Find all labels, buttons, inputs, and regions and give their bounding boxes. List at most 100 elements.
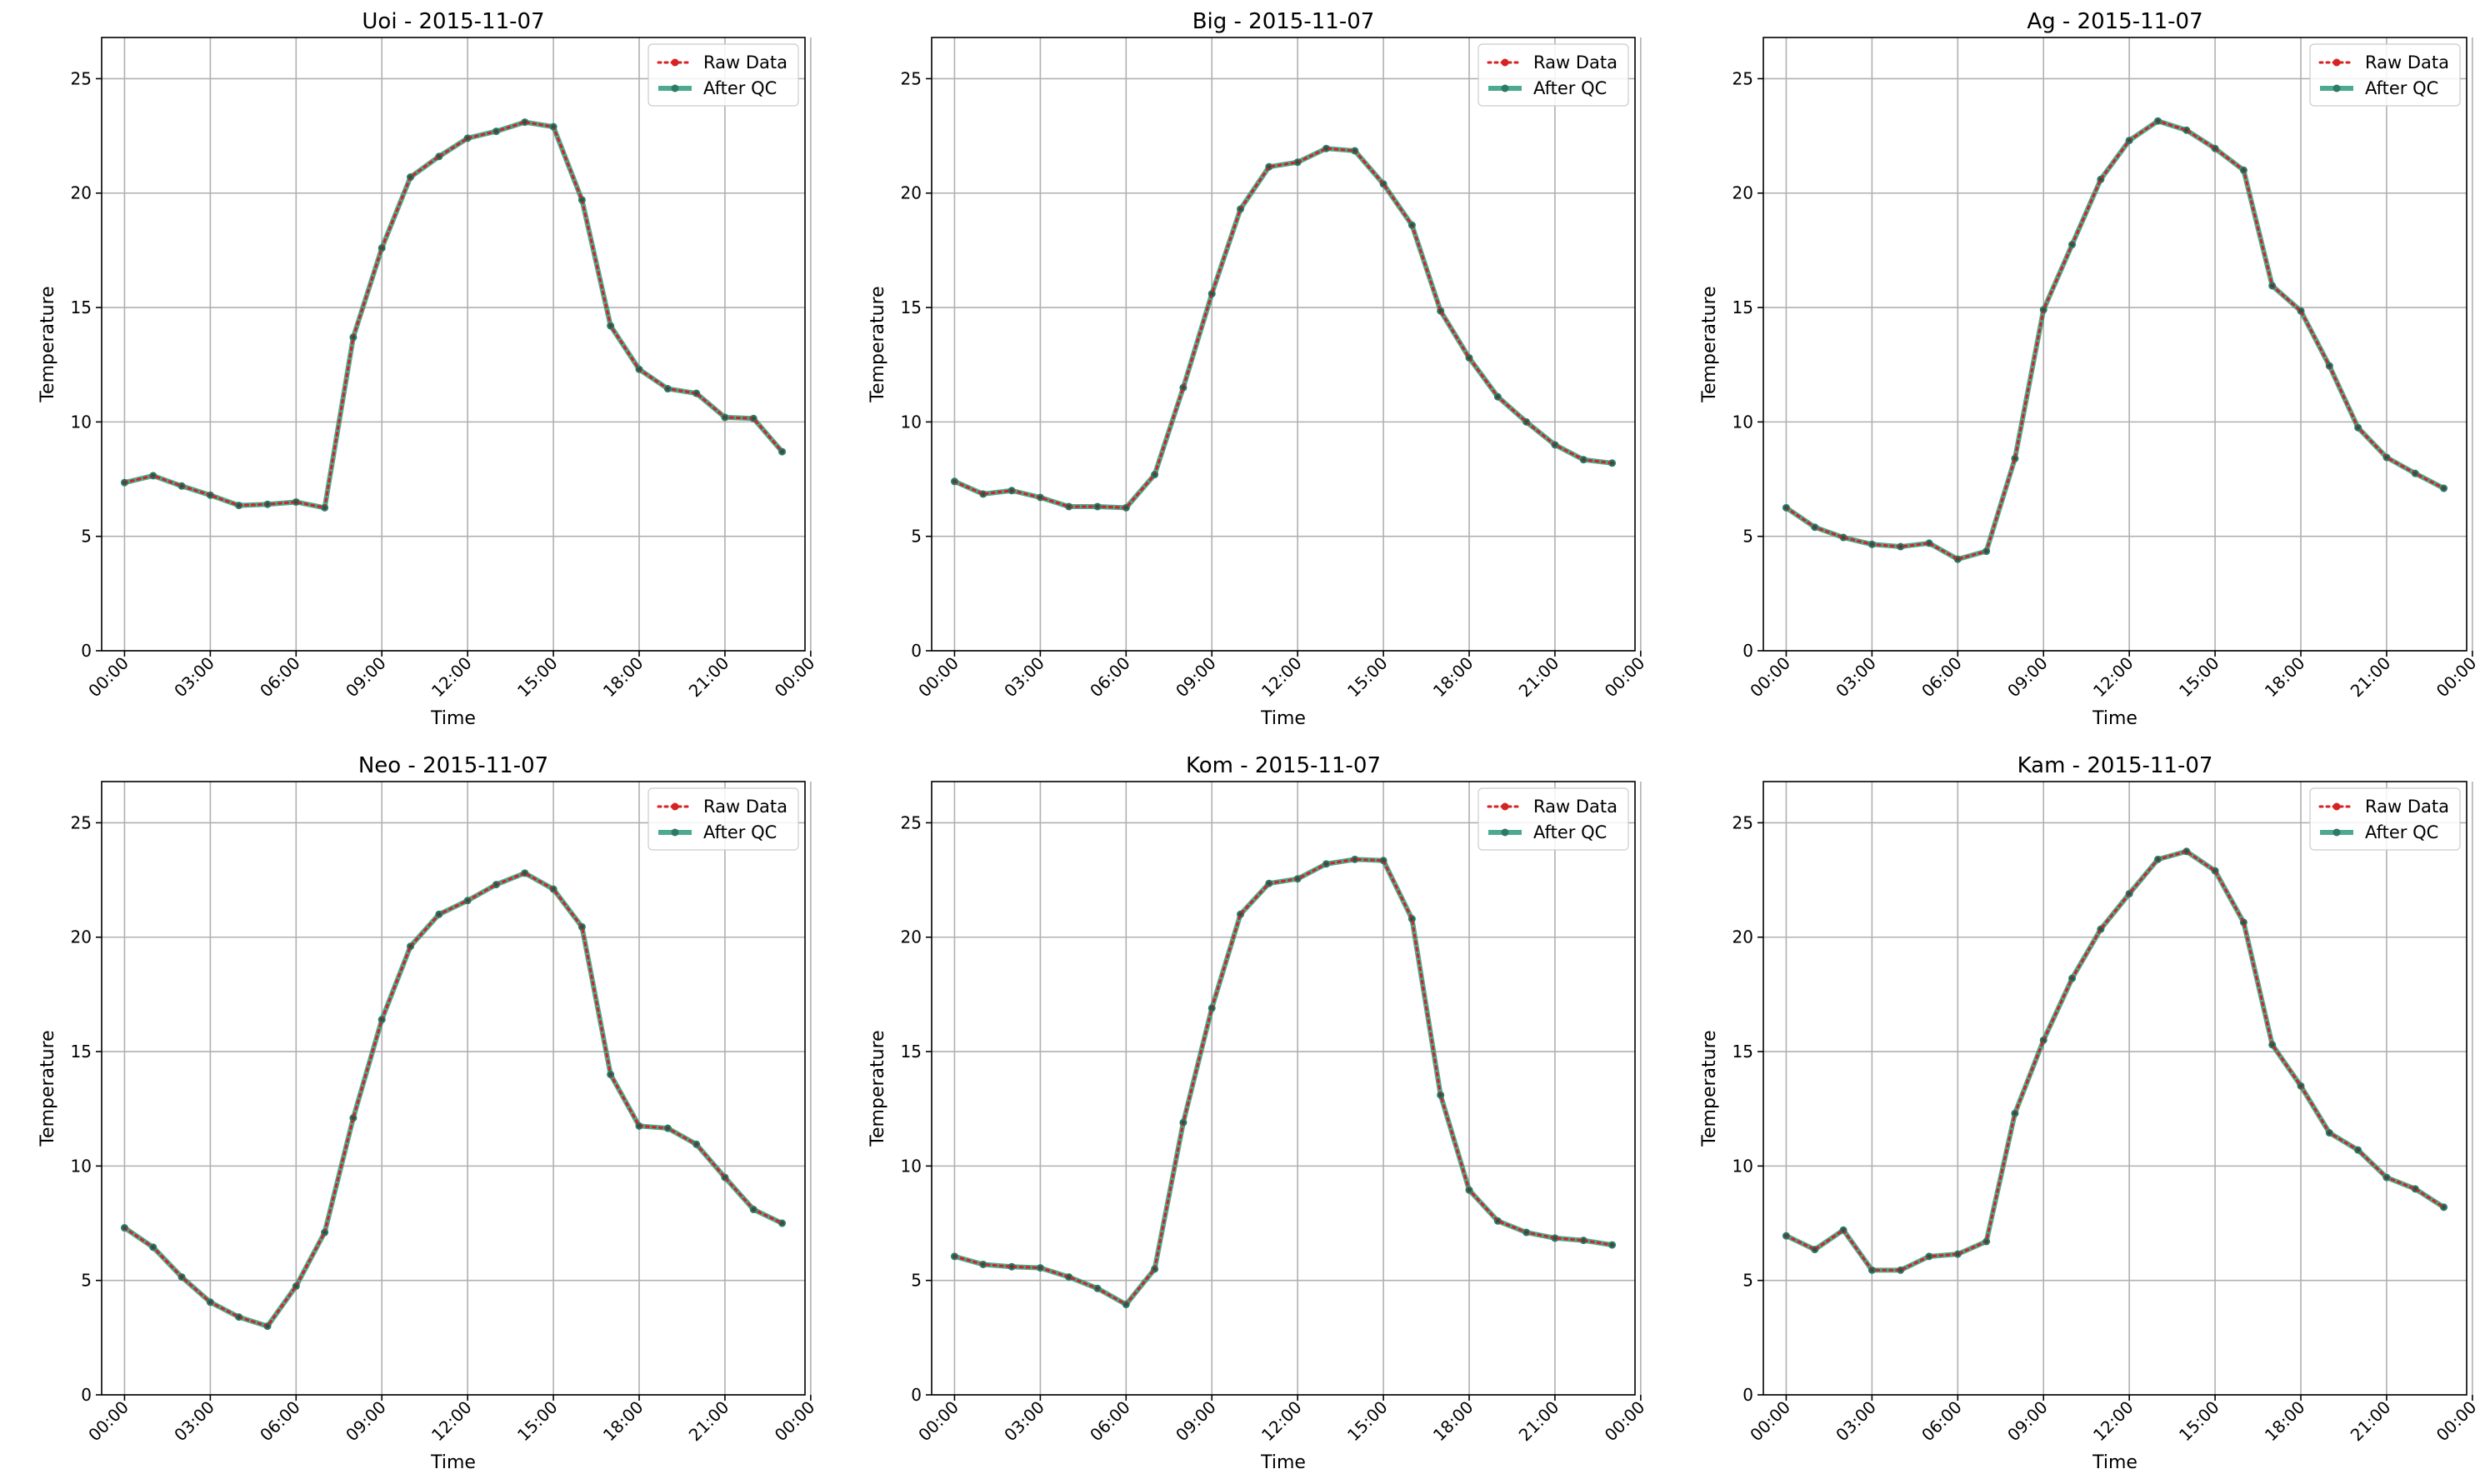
raw-data-point xyxy=(122,1226,127,1230)
x-tick-label: 06:00 xyxy=(1918,653,1966,702)
x-tick-label: 03:00 xyxy=(170,653,218,702)
legend-raw-marker xyxy=(671,58,679,67)
raw-data-line xyxy=(952,147,1614,509)
x-tick-label: 18:00 xyxy=(599,653,648,702)
subplot-6: 0 5 10 15 20 25 00:00 03:00 06:00 09:00 12:00 15:00… xyxy=(1699,753,2480,1473)
raw-data-point xyxy=(2241,167,2246,172)
legend-qc-marker xyxy=(2332,84,2341,92)
raw-data-point xyxy=(2412,1187,2418,1192)
raw-data-point xyxy=(1038,1266,1042,1270)
raw-data-point xyxy=(2156,857,2160,862)
x-tick-label: 18:00 xyxy=(599,1397,648,1446)
raw-data-point xyxy=(437,154,442,159)
raw-data-point xyxy=(1524,419,1529,424)
raw-data-point xyxy=(1181,1120,1186,1125)
legend-raw-label: Raw Data xyxy=(2365,52,2449,72)
raw-data-point xyxy=(722,415,728,420)
y-tick-label: 20 xyxy=(71,927,92,947)
raw-data-point xyxy=(1784,505,1788,510)
raw-data-point xyxy=(1409,917,1414,922)
raw-data-point xyxy=(1927,1254,1932,1259)
x-tick-label: 12:00 xyxy=(2089,653,2138,702)
raw-data-point xyxy=(2098,177,2103,182)
subplot-title: Big - 2015-11-07 xyxy=(1192,9,1375,34)
raw-data-point xyxy=(722,1175,728,1180)
plot-frame xyxy=(101,37,806,652)
legend-qc-label: After QC xyxy=(703,78,777,98)
x-tick-label: 09:00 xyxy=(2003,653,2052,702)
after-qc-line xyxy=(953,857,1613,1307)
y-tick-label: 10 xyxy=(901,412,922,432)
raw-data-point xyxy=(1898,1267,1903,1272)
raw-data-point xyxy=(1467,1187,1472,1192)
x-tick-label: 09:00 xyxy=(1172,1397,1220,1446)
y-tick-label: 25 xyxy=(901,812,922,832)
y-tick-label: 0 xyxy=(1742,1385,1753,1405)
y-axis-label: Temperature xyxy=(868,286,888,402)
raw-data-point xyxy=(694,391,699,396)
raw-data-point xyxy=(1610,461,1614,466)
raw-data-point xyxy=(2327,1131,2332,1135)
raw-data-point xyxy=(637,367,642,372)
x-tick-label: 00:00 xyxy=(2432,653,2481,702)
raw-data-point xyxy=(1267,164,1272,169)
legend-raw-marker xyxy=(2332,802,2341,811)
x-tick-label: 15:00 xyxy=(2175,653,2223,702)
raw-data-point xyxy=(981,1262,986,1267)
y-tick-label: 20 xyxy=(1732,183,1753,203)
x-axis-label: Time xyxy=(430,708,476,729)
raw-data-point xyxy=(1209,292,1214,296)
raw-data-point xyxy=(1552,442,1558,447)
y-tick-label: 15 xyxy=(901,1042,922,1062)
x-tick-label: 09:00 xyxy=(2003,1397,2052,1446)
raw-data-point xyxy=(2156,118,2160,123)
subplot-5: 0 5 10 15 20 25 00:00 03:00 06:00 09:00 12:00 15:00… xyxy=(868,753,1648,1473)
legend-raw-marker xyxy=(1501,58,1509,67)
raw-data-point xyxy=(265,502,270,507)
raw-data-point xyxy=(952,479,957,484)
x-tick-label: 21:00 xyxy=(685,653,733,702)
y-tick-label: 15 xyxy=(71,297,92,317)
raw-data-point xyxy=(2412,471,2418,476)
raw-data-point xyxy=(2442,486,2446,491)
y-axis-label: Temperature xyxy=(38,1030,58,1147)
legend: Raw Data After QC xyxy=(1478,787,1629,851)
raw-data-point xyxy=(293,1284,298,1288)
x-tick-label: 03:00 xyxy=(170,1397,218,1446)
x-tick-label: 12:00 xyxy=(2089,1397,2138,1446)
raw-data-point xyxy=(1955,1252,1960,1257)
y-tick-label: 10 xyxy=(901,1156,922,1176)
x-tick-label: 18:00 xyxy=(1429,1397,1478,1446)
raw-data-point xyxy=(2127,138,2132,142)
y-tick-label: 15 xyxy=(1732,297,1753,317)
raw-data-point xyxy=(780,1221,784,1226)
after-qc-line xyxy=(122,870,783,1329)
raw-data-point xyxy=(494,882,498,887)
subplot-title: Uoi - 2015-11-07 xyxy=(362,9,544,34)
raw-data-point xyxy=(1841,1227,1846,1232)
raw-data-point xyxy=(1495,1218,1500,1223)
y-axis-label: Temperature xyxy=(1699,1030,1720,1147)
plot-frame xyxy=(931,37,1636,652)
raw-data-point xyxy=(2070,242,2074,247)
plot-frame xyxy=(101,781,806,1396)
x-tick-label: 03:00 xyxy=(1832,653,1880,702)
subplot-title: Kom - 2015-11-07 xyxy=(1186,753,1381,778)
raw-data-point xyxy=(2212,868,2218,873)
x-tick-label: 09:00 xyxy=(1172,653,1220,702)
x-tick-label: 18:00 xyxy=(2261,1397,2309,1446)
raw-data-point xyxy=(2184,127,2189,132)
raw-data-point xyxy=(322,1230,328,1235)
raw-data-point xyxy=(1238,912,1242,917)
legend-raw-marker xyxy=(671,802,679,811)
raw-data-point xyxy=(1324,862,1328,867)
legend-qc-marker xyxy=(671,828,679,837)
raw-data-point xyxy=(1581,457,1586,462)
x-axis-label: Time xyxy=(2092,1452,2138,1473)
raw-data-point xyxy=(551,887,556,892)
raw-data-point xyxy=(293,500,298,504)
raw-data-point xyxy=(2070,976,2074,981)
legend-raw-marker xyxy=(2332,58,2341,67)
y-tick-label: 0 xyxy=(81,641,92,661)
y-tick-label: 10 xyxy=(1732,412,1753,432)
